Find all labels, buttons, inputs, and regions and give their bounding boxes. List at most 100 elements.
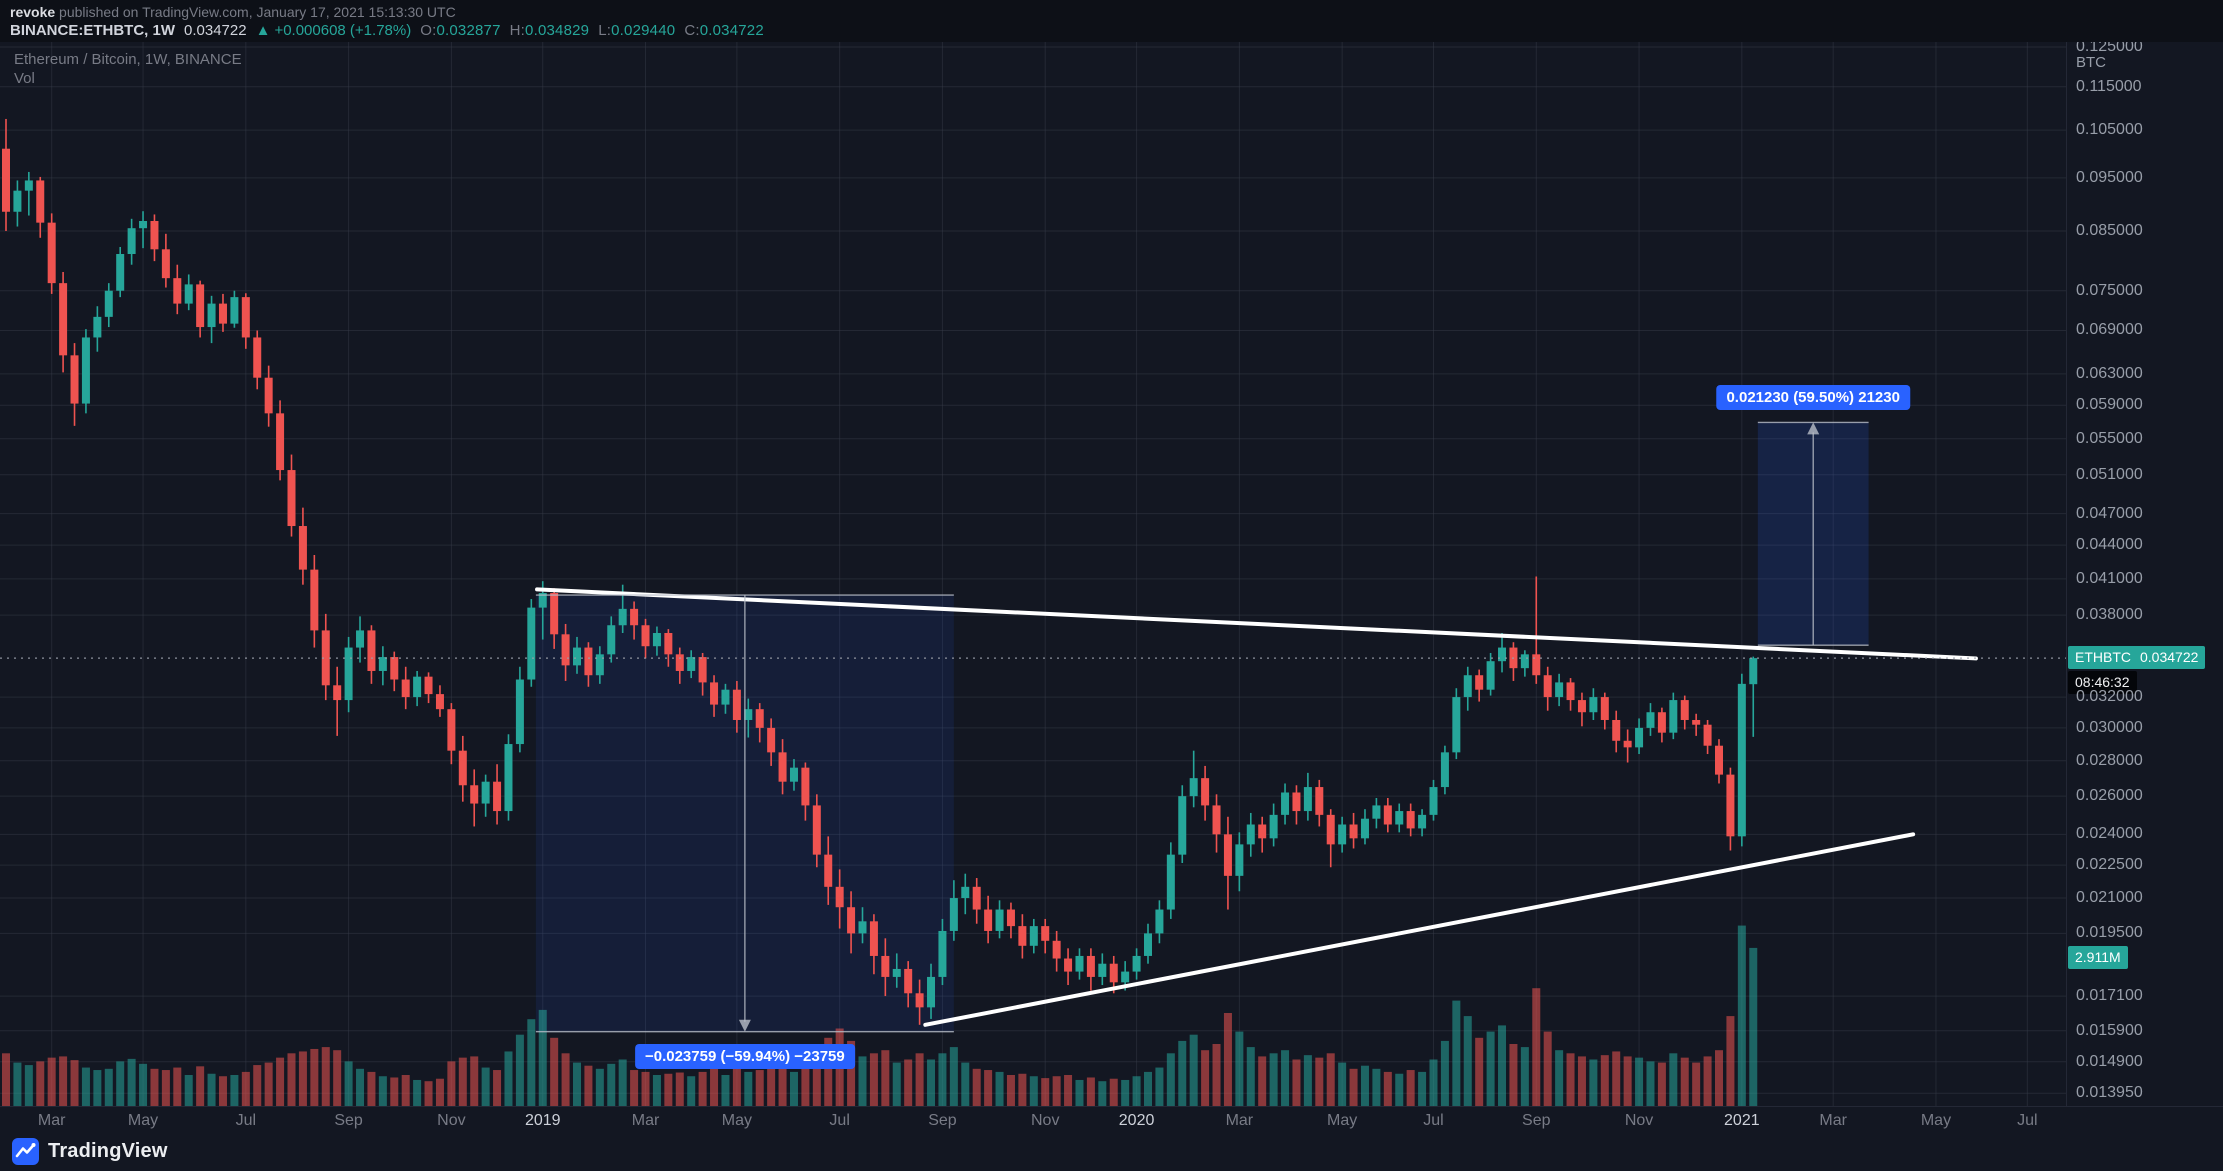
volume-bar bbox=[93, 1070, 102, 1106]
candle-body bbox=[515, 679, 524, 745]
volume-bar bbox=[972, 1068, 981, 1106]
candle-body bbox=[93, 316, 102, 338]
author-name[interactable]: revoke bbox=[10, 4, 56, 20]
volume-bar bbox=[458, 1057, 467, 1106]
publish-info: published on TradingView.com, January 17… bbox=[59, 4, 456, 20]
trendline-ascending-support[interactable] bbox=[923, 832, 1916, 1027]
candle-body bbox=[390, 657, 399, 680]
candle-body bbox=[1121, 971, 1130, 983]
volume-bar bbox=[515, 1034, 524, 1106]
publish-header: revoke published on TradingView.com, Jan… bbox=[0, 0, 2223, 42]
volume-study-label[interactable]: Vol bbox=[14, 70, 35, 87]
tradingview-watermark[interactable]: TradingView bbox=[12, 1138, 168, 1165]
candle-body bbox=[584, 647, 593, 676]
volume-bar bbox=[1075, 1079, 1084, 1106]
volume-bar bbox=[1715, 1050, 1723, 1106]
volume-bar bbox=[81, 1067, 90, 1106]
candle-body bbox=[812, 805, 821, 855]
candle-body bbox=[173, 278, 182, 304]
candle-body bbox=[1715, 745, 1723, 775]
candle-body bbox=[1338, 824, 1347, 845]
volume-bar bbox=[1646, 1061, 1655, 1106]
volume-bar bbox=[561, 1053, 570, 1106]
measure-arrowhead-icon bbox=[738, 1019, 751, 1032]
volume-bar bbox=[321, 1047, 330, 1106]
volume-bar bbox=[1223, 1013, 1232, 1106]
volume-bar bbox=[1440, 1040, 1449, 1106]
candle-body bbox=[938, 930, 947, 977]
volume-bar bbox=[1189, 1034, 1198, 1106]
volume-bar bbox=[1246, 1047, 1255, 1106]
volume-bar bbox=[1338, 1062, 1347, 1106]
volume-bar bbox=[1452, 1000, 1461, 1106]
candle-body bbox=[675, 654, 684, 671]
symbol-info-bar: BINANCE:ETHBTC, 1W 0.034722 ▲ +0.000608 … bbox=[10, 21, 2223, 41]
candle-body bbox=[356, 630, 365, 648]
candle-body bbox=[618, 608, 627, 626]
candle-body bbox=[1406, 811, 1415, 829]
volume-bar bbox=[1178, 1040, 1187, 1106]
candle-body bbox=[892, 968, 901, 977]
candle-body bbox=[504, 744, 513, 812]
candle-body bbox=[413, 676, 422, 698]
candle-body bbox=[767, 727, 776, 753]
candle-body bbox=[1600, 697, 1609, 720]
volume-bar bbox=[161, 1070, 170, 1106]
volume-bar bbox=[116, 1061, 125, 1106]
candle-body bbox=[732, 689, 741, 720]
candle-body bbox=[1041, 926, 1050, 941]
candle-body bbox=[139, 221, 148, 229]
candle-body bbox=[401, 679, 410, 698]
candle-body bbox=[287, 470, 296, 527]
candle-body bbox=[1006, 909, 1015, 927]
candle-body bbox=[264, 377, 273, 414]
volume-bar bbox=[1406, 1070, 1415, 1106]
candle-body bbox=[59, 283, 68, 356]
trendline-descending-resistance[interactable] bbox=[535, 587, 1978, 661]
volume-bar bbox=[127, 1058, 136, 1106]
candle-body bbox=[550, 593, 559, 635]
candle-body bbox=[915, 993, 924, 1008]
volume-bar bbox=[184, 1075, 193, 1106]
candle-body bbox=[1018, 926, 1027, 946]
volume-bar bbox=[390, 1077, 399, 1106]
volume-bar bbox=[2, 1053, 10, 1106]
change-arrow-icon: ▲ bbox=[255, 22, 271, 39]
volume-bar bbox=[1349, 1068, 1358, 1106]
volume-bar bbox=[995, 1071, 1004, 1106]
volume-bar bbox=[1258, 1056, 1267, 1106]
volume-bar bbox=[1486, 1031, 1495, 1106]
volume-bar bbox=[915, 1053, 924, 1106]
candle-body bbox=[1303, 787, 1312, 812]
tradingview-logo-text: TradingView bbox=[48, 1140, 168, 1162]
volume-bar bbox=[504, 1051, 513, 1106]
symbol-title[interactable]: BINANCE:ETHBTC, 1W bbox=[10, 22, 175, 39]
candle-body bbox=[1623, 740, 1632, 748]
candle-body bbox=[276, 413, 285, 471]
candle-body bbox=[1144, 933, 1152, 956]
volume-bar bbox=[1144, 1071, 1152, 1106]
candle-body bbox=[116, 253, 125, 291]
candle-body bbox=[36, 180, 45, 223]
candle-body bbox=[367, 630, 376, 671]
chart-legend[interactable]: Ethereum / Bitcoin, 1W, BINANCE Vol bbox=[14, 50, 242, 88]
volume-bar bbox=[333, 1050, 342, 1106]
volume-bar bbox=[1235, 1031, 1244, 1106]
candle-body bbox=[184, 284, 193, 304]
volume-bar bbox=[150, 1068, 159, 1106]
candle-body bbox=[150, 221, 159, 250]
candle-body bbox=[298, 526, 307, 570]
volume-bar bbox=[1623, 1056, 1632, 1106]
chart-legend-title[interactable]: Ethereum / Bitcoin, 1W, BINANCE bbox=[14, 51, 242, 68]
candle-body bbox=[230, 297, 239, 324]
volume-bar bbox=[732, 1063, 741, 1106]
volume-bar bbox=[1098, 1081, 1107, 1106]
volume-bar bbox=[1463, 1016, 1472, 1106]
volume-bar bbox=[230, 1075, 239, 1106]
volume-bar bbox=[1212, 1044, 1221, 1106]
volume-bar bbox=[744, 1071, 753, 1106]
volume-bar bbox=[1315, 1057, 1324, 1106]
candle-body bbox=[1189, 778, 1198, 797]
candle-body bbox=[218, 303, 227, 324]
